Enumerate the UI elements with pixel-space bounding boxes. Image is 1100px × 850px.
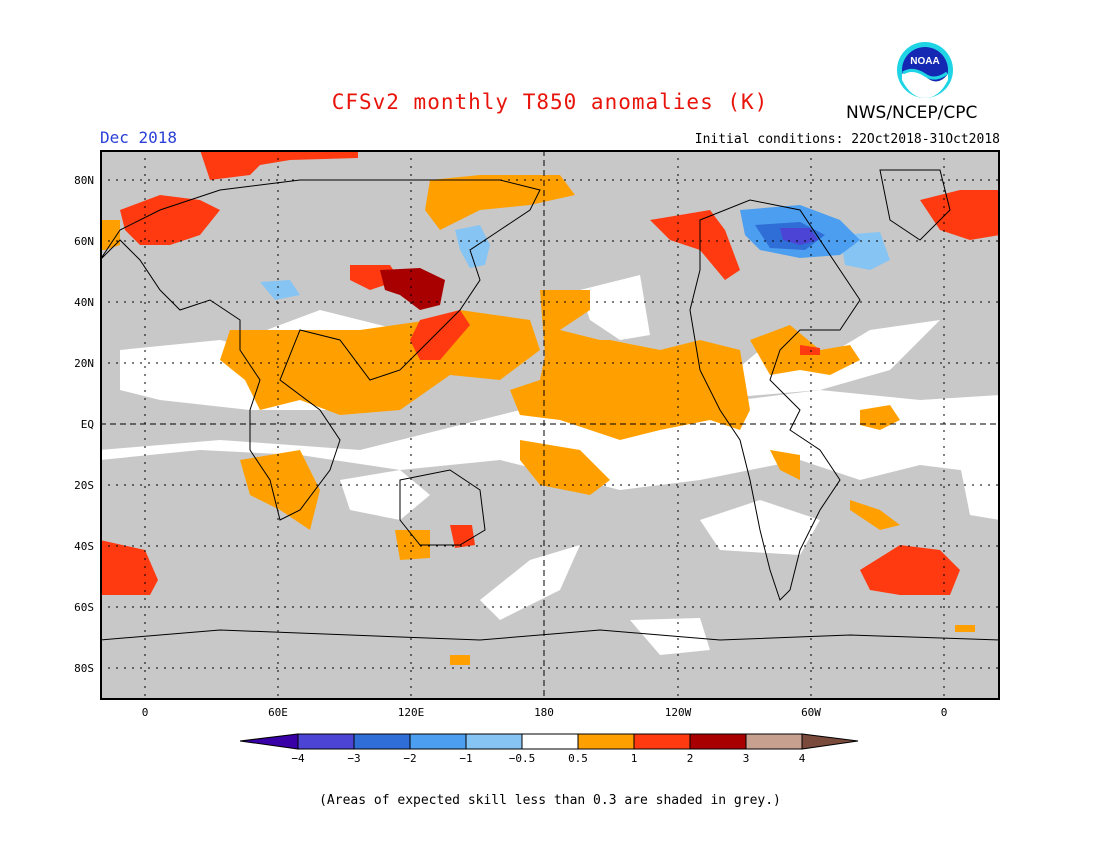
lat-label: 40S — [74, 540, 94, 553]
colorbar-label: −4 — [291, 752, 305, 765]
lat-label: 80N — [74, 174, 94, 187]
reference-lines — [100, 150, 1000, 700]
colorbar-cells — [240, 733, 859, 750]
colorbar-label: 1 — [630, 752, 638, 765]
colorbar-cell-max — [801, 733, 859, 750]
lat-label: 20S — [74, 479, 94, 492]
colorbar-label: 0.5 — [568, 752, 588, 765]
lat-label: 80S — [74, 662, 94, 675]
map-frame — [100, 150, 1000, 700]
lon-label: 120E — [397, 706, 425, 719]
lat-label: 60S — [74, 601, 94, 614]
forecast-month: Dec 2018 — [100, 128, 178, 147]
colorbar-label: −1 — [459, 752, 473, 765]
lat-label: 60N — [74, 235, 94, 248]
colorbar-cell — [297, 733, 355, 750]
lon-label: 0 — [141, 706, 149, 719]
lon-label: 120W — [664, 706, 692, 719]
lon-label: 0 — [940, 706, 948, 719]
warm-anomaly-1-to-2 — [100, 150, 1000, 595]
lat-label: 20N — [74, 357, 94, 370]
colorbar-label: −3 — [347, 752, 361, 765]
colorbar-label: 4 — [798, 752, 806, 765]
anomaly-map — [100, 150, 1000, 700]
colorbar-label: 3 — [742, 752, 750, 765]
colorbar — [240, 733, 859, 750]
colorbar-cell — [745, 733, 803, 750]
noaa-logo-text: NOAA — [910, 56, 939, 67]
colorbar-cell — [409, 733, 467, 750]
lon-label: 60E — [268, 706, 288, 719]
colorbar-label: −2 — [403, 752, 417, 765]
lon-label: 180 — [534, 706, 554, 719]
initial-conditions: Initial conditions: 22Oct2018-31Oct2018 — [694, 132, 1000, 147]
noaa-logo: NOAA — [897, 42, 953, 98]
colorbar-cell — [521, 733, 579, 750]
agency-label: NWS/NCEP/CPC — [846, 103, 978, 123]
warm-anomaly-2-to-3 — [380, 268, 445, 310]
colorbar-label: −0.5 — [508, 752, 536, 765]
colorbar-cell — [689, 733, 747, 750]
skill-note: (Areas of expected skill less than 0.3 a… — [319, 793, 781, 808]
colorbar-cell — [633, 733, 691, 750]
colorbar-label: 2 — [686, 752, 694, 765]
colorbar-cell-min — [240, 733, 299, 750]
map-title: CFSv2 monthly T850 anomalies (K) — [331, 90, 769, 114]
colorbar-cell — [353, 733, 411, 750]
lat-label: 40N — [74, 296, 94, 309]
graticule — [100, 150, 1000, 700]
colorbar-cell — [577, 733, 635, 750]
lon-label: 60W — [801, 706, 821, 719]
lat-label: EQ — [80, 418, 94, 431]
colorbar-cell — [465, 733, 523, 750]
